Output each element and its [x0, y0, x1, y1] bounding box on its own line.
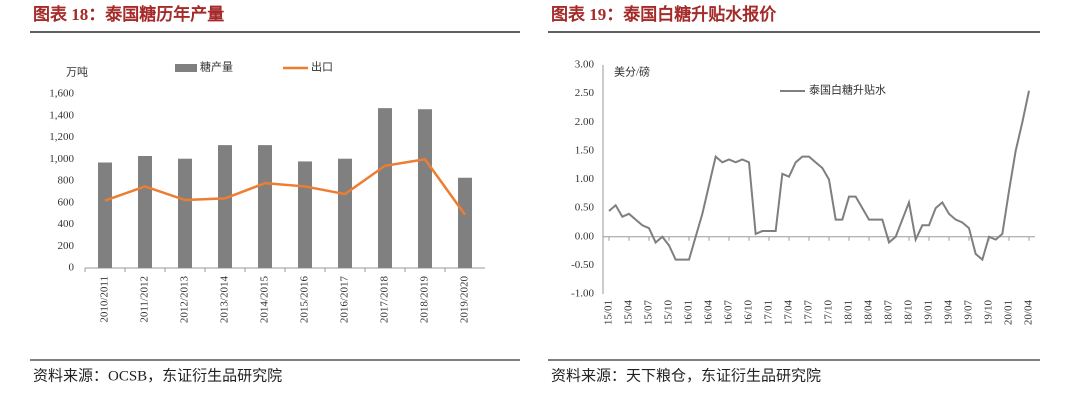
bar	[378, 108, 392, 268]
x-tick-label: 15/01	[603, 300, 615, 325]
y-tick-label: -1.00	[571, 288, 594, 300]
source: 资料来源：天下粮仓，东证衍生品研究院	[551, 366, 821, 384]
x-tick-label: 2015/2016	[299, 276, 311, 324]
y-tick-label: 200	[58, 240, 75, 252]
x-tick-label: 2017/2018	[379, 276, 391, 324]
y-tick-label: 2.00	[575, 116, 595, 128]
x-tick-label: 2016/2017	[339, 276, 351, 324]
x-tick-label: 16/04	[703, 300, 715, 326]
y-tick-label: 1,000	[49, 153, 74, 165]
y-tick-label: 0	[69, 262, 75, 274]
line	[104, 157, 467, 216]
x-tick-label: 2011/2012	[139, 276, 151, 323]
bar	[178, 158, 192, 268]
x-tick-label: 2013/2014	[219, 276, 231, 324]
bar	[138, 155, 152, 268]
x-tick-label: 17/07	[803, 300, 815, 326]
x-tick-label: 17/01	[763, 300, 775, 325]
bar	[418, 109, 432, 268]
y-tick-label: 1.00	[575, 173, 595, 185]
bar	[298, 161, 312, 268]
x-tick-label: 18/04	[863, 300, 875, 326]
y-tick-label: 1,600	[49, 88, 74, 100]
x-tick-label: 16/01	[683, 300, 695, 325]
y-tick-label: 400	[58, 218, 75, 230]
line	[608, 90, 1030, 262]
bar	[338, 158, 352, 268]
y-tick-label: 2.50	[575, 87, 595, 99]
y-tick-label: 0.50	[575, 202, 595, 214]
y-axis-unit: 万吨	[66, 66, 88, 79]
bar	[98, 162, 112, 268]
legend-swatch	[175, 64, 197, 72]
x-tick-label: 16/10	[743, 300, 755, 326]
y-tick-label: 0.00	[575, 230, 595, 242]
x-tick-label: 2010/2011	[99, 276, 111, 323]
x-tick-label: 16/07	[723, 300, 735, 326]
y-tick-label: 600	[58, 196, 75, 208]
x-tick-label: 20/01	[1003, 300, 1015, 325]
source: 资料来源：OCSB，东证衍生品研究院	[33, 366, 282, 384]
x-tick-label: 2012/2013	[179, 276, 191, 324]
x-tick-label: 19/01	[923, 300, 935, 325]
legend-label: 出口	[311, 60, 333, 74]
legend-label: 泰国白糖升贴水	[809, 83, 886, 97]
x-tick-label: 19/10	[983, 300, 995, 326]
y-tick-label: -0.50	[571, 259, 594, 271]
x-tick-label: 19/04	[943, 300, 955, 326]
chart-title: 图表 19：泰国白糖升贴水报价	[551, 4, 777, 24]
bar	[258, 145, 272, 268]
x-tick-label: 18/10	[903, 300, 915, 326]
x-tick-label: 17/10	[823, 300, 835, 326]
bar	[458, 177, 472, 268]
x-tick-label: 19/07	[963, 300, 975, 326]
x-tick-label: 15/10	[663, 300, 675, 326]
x-tick-label: 2018/2019	[419, 276, 431, 324]
y-tick-label: 1,400	[49, 109, 74, 121]
y-tick-label: 1.50	[575, 144, 595, 156]
x-tick-label: 18/07	[883, 300, 895, 326]
y-tick-label: 800	[58, 175, 75, 187]
y-tick-label: 3.00	[575, 59, 595, 71]
x-tick-label: 2019/2020	[459, 276, 471, 324]
bar	[218, 145, 232, 268]
x-tick-label: 17/04	[783, 300, 795, 326]
y-tick-label: 1,200	[49, 131, 74, 143]
x-tick-label: 18/01	[843, 300, 855, 325]
x-tick-label: 20/04	[1023, 300, 1035, 326]
legend-label: 糖产量	[200, 60, 233, 74]
x-tick-label: 15/07	[643, 300, 655, 326]
chart-title: 图表 18：泰国糖历年产量	[33, 4, 224, 24]
y-axis-unit: 美分/磅	[614, 65, 650, 79]
x-tick-label: 2014/2015	[259, 276, 271, 324]
x-tick-label: 15/04	[623, 300, 635, 326]
